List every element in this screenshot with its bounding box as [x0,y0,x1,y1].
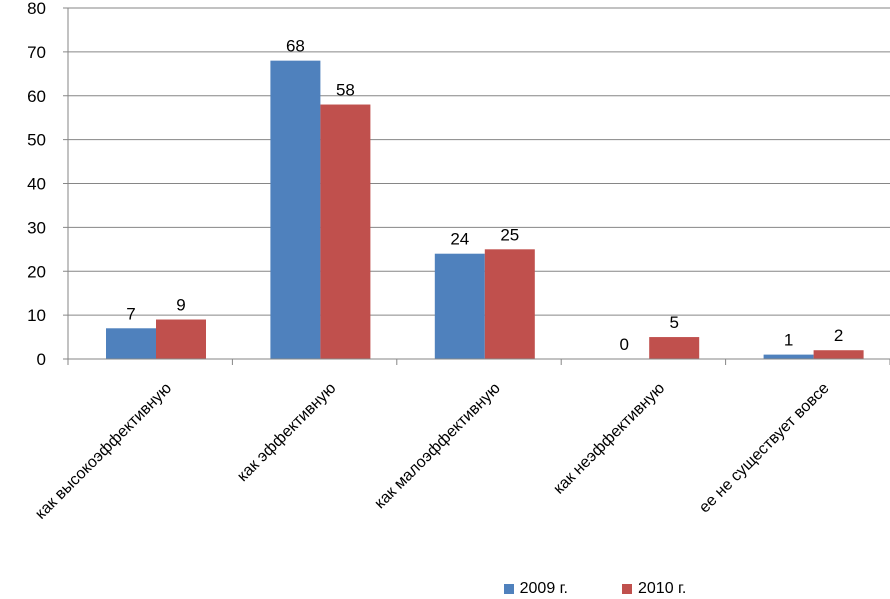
x-axis: как высокоэффективную как эффективную как … [32,358,890,523]
bar [434,253,485,359]
x-tick-label: как высокоэффективную [32,380,175,523]
data-label: 58 [336,81,355,100]
bar [320,104,371,360]
legend-swatch-2009 [503,584,514,594]
x-tick-label: ее не существует вовсе [696,380,833,517]
legend: 2009 г. 2010 г. [0,579,890,599]
y-tick-label: 60 [27,87,46,106]
bar-chart: 0 10 20 30 40 50 60 70 80 7 9 68 58 24 25 0 5 1 2 как выс… [27,0,890,523]
y-tick-label: 30 [27,218,46,237]
y-tick-label: 70 [27,43,46,62]
data-label: 25 [500,225,519,244]
y-tick-label: 10 [27,306,46,325]
data-label: 1 [784,331,793,350]
x-tick-label: как эффективную [234,380,339,485]
data-label: 7 [126,304,135,323]
legend-swatch-2010 [622,584,632,594]
data-label: 0 [619,335,628,354]
y-tick-label: 0 [37,350,46,369]
data-label: 24 [450,230,469,249]
data-label: 9 [176,296,185,315]
legend-item-2009: 2009 г. [204,580,568,598]
bars [106,60,864,360]
y-tick-label: 80 [27,0,46,18]
bar [813,350,864,359]
y-tick-label: 20 [27,262,46,281]
x-tick-label: как малоэффективную [371,380,503,512]
legend-item-2010: 2010 г. [582,580,686,598]
bar [270,60,321,360]
bar [763,354,814,359]
gridlines [68,7,890,360]
data-label: 68 [286,37,305,56]
data-label: 5 [669,313,678,332]
y-tick-label: 40 [27,175,46,194]
y-axis: 0 10 20 30 40 50 60 70 80 [27,0,69,369]
bar [484,249,535,359]
x-tick-label: как неэффективную [550,380,668,498]
data-labels: 7 9 68 58 24 25 0 5 1 2 [126,37,843,354]
bar [156,319,206,359]
legend-label-2010: 2010 г. [638,580,687,597]
data-label: 2 [834,326,843,345]
bar [649,337,700,359]
y-tick-label: 50 [27,131,46,150]
legend-label-2009: 2009 г. [519,580,568,597]
bar [106,328,156,359]
